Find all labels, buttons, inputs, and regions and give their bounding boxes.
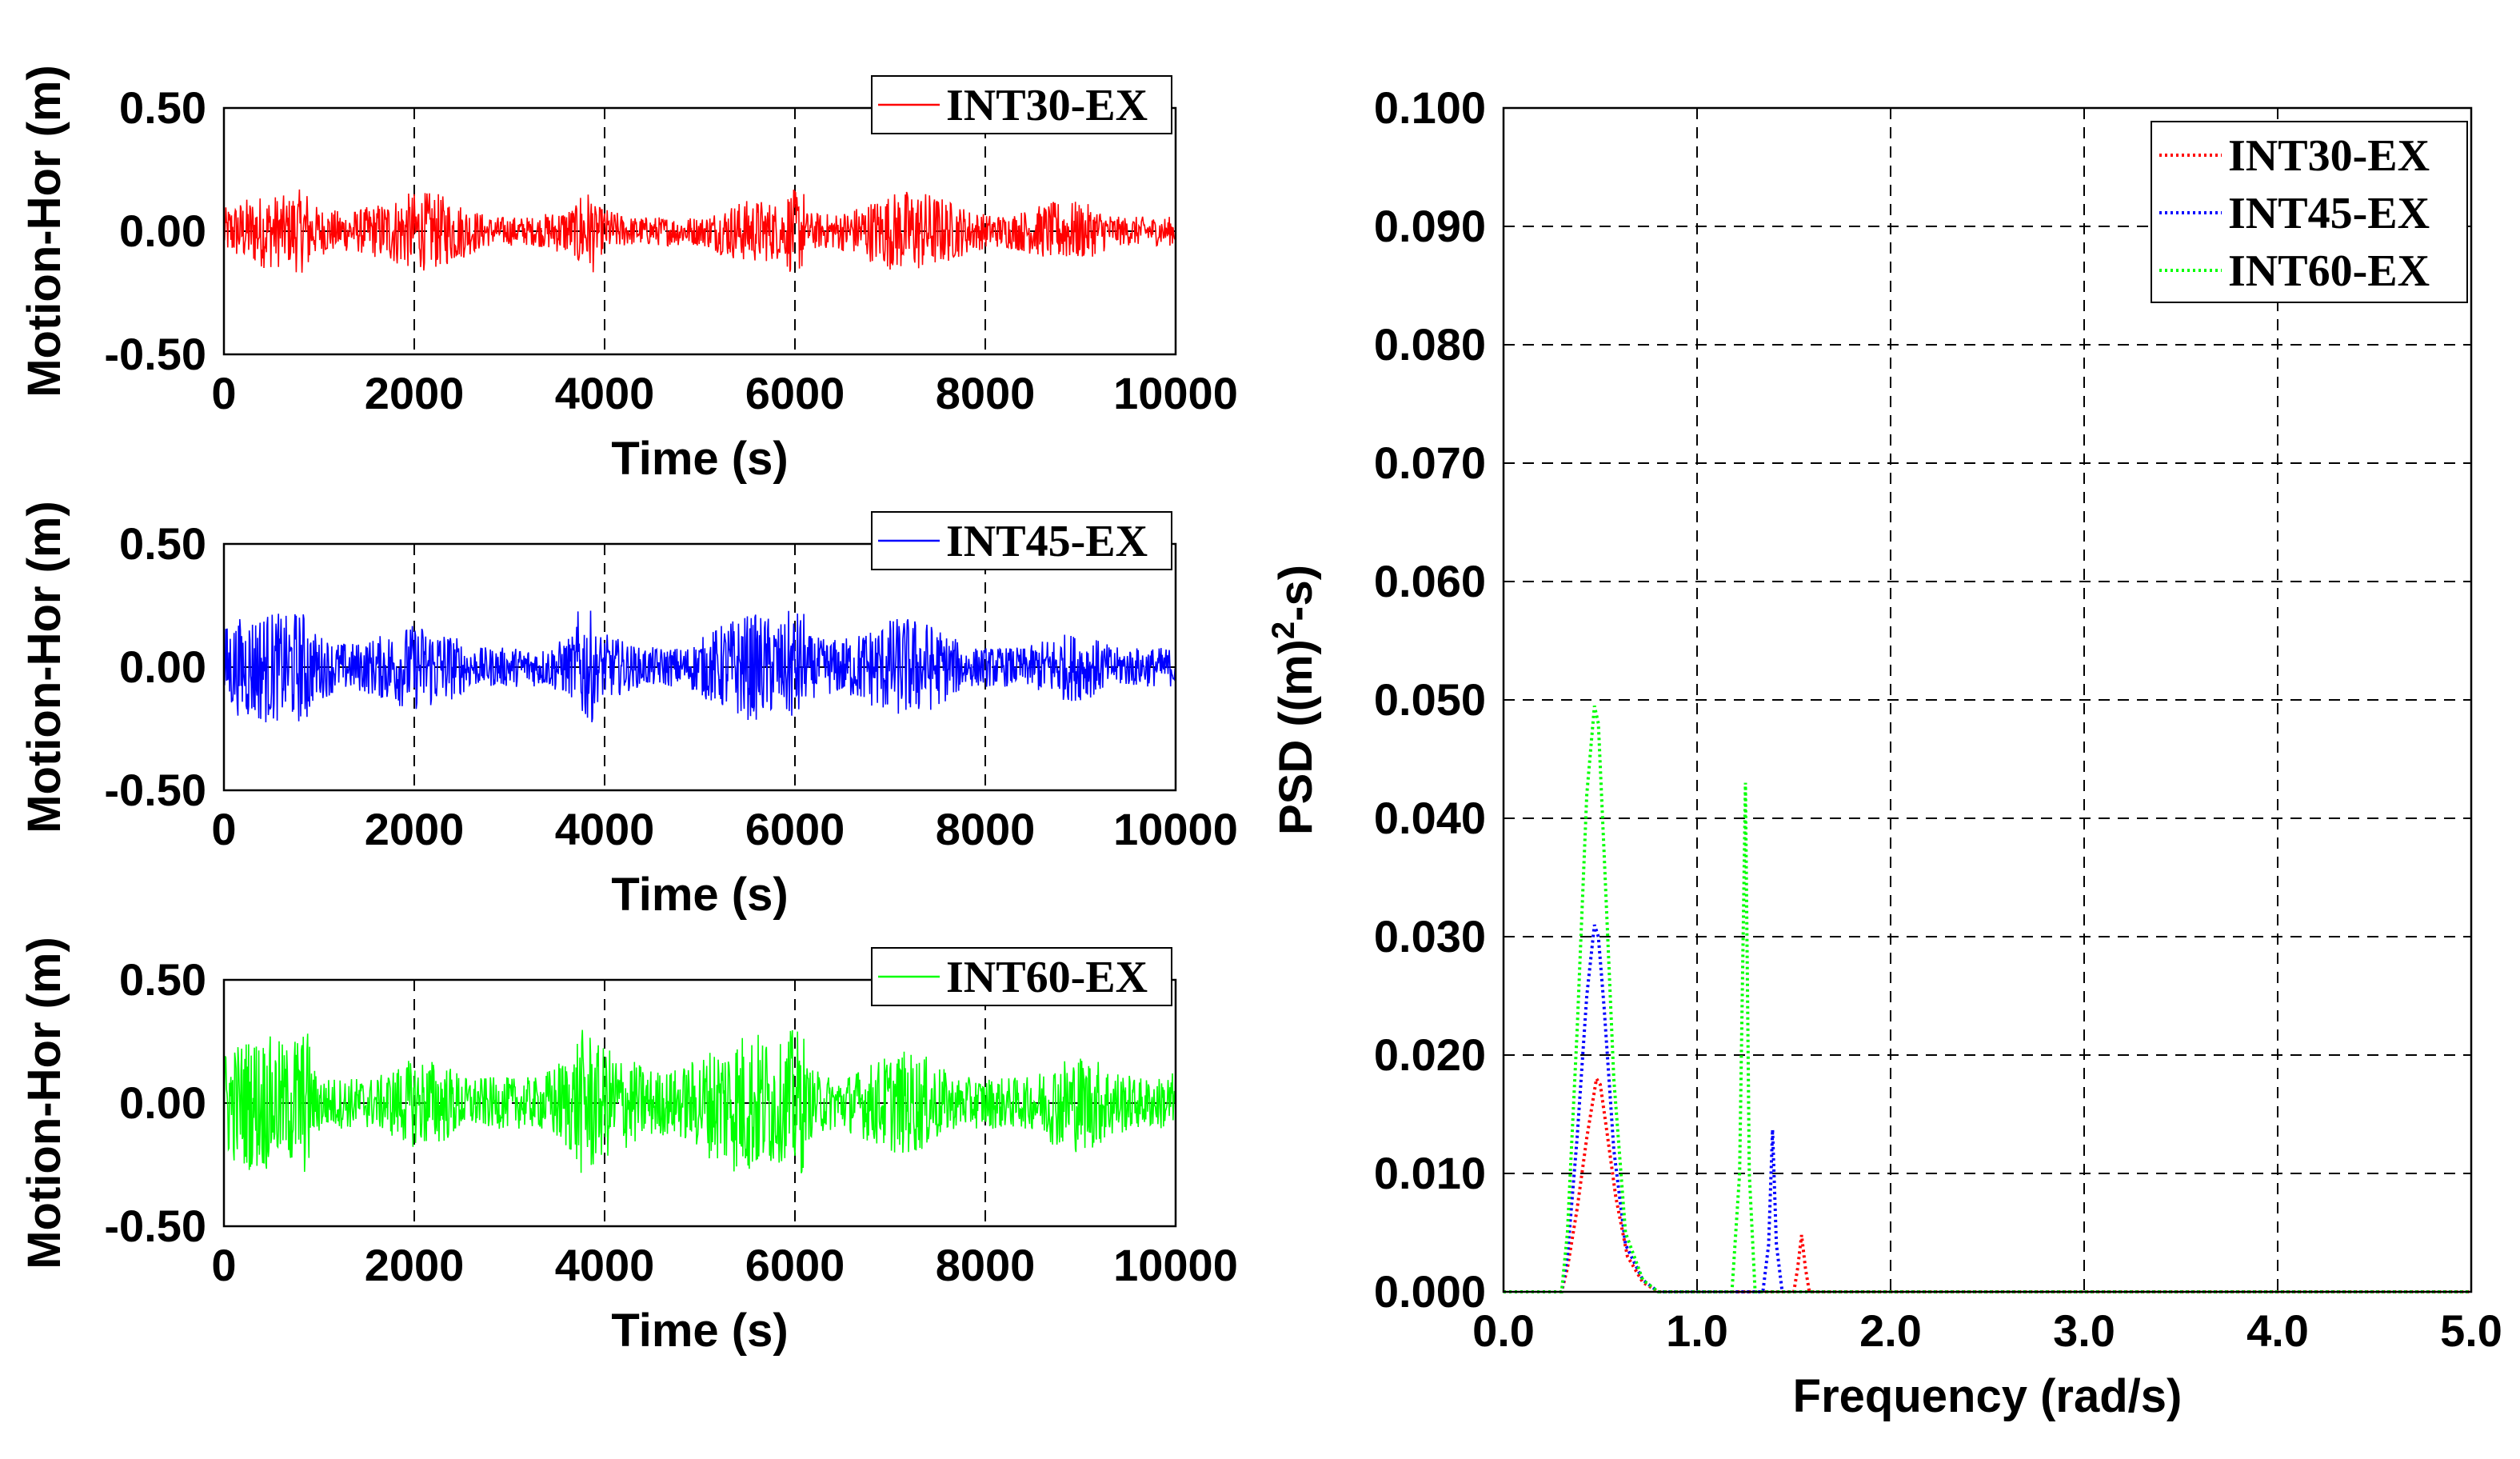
x-tick-label: 4.0 [2246,1305,2309,1356]
plot-frame [222,978,1177,1228]
series-line-int45-ex [223,610,1176,723]
x-tick-label: 0 [211,804,236,854]
legend-label: INT30-EX [2228,131,2430,181]
x-tick-label: 1.0 [1666,1305,1728,1356]
x-axis-label: Frequency (rad/s) [1793,1370,2183,1422]
y-tick-label: 0.070 [1374,438,1486,488]
plot-frame [222,106,1177,356]
y-tick-label: 0.000 [1374,1266,1486,1317]
x-axis-label: Time (s) [611,869,788,921]
legend-label: INT45-EX [946,517,1148,566]
x-tick-label: 2000 [365,804,465,854]
plot-frame [1502,106,2473,1293]
y-tick-label: 0.080 [1374,319,1486,370]
x-tick-label: 10000 [1113,1240,1238,1290]
chart-root: 0 2000 4000 6000 8000 10000-0.500.000.50Time … [18,65,2502,1422]
y-tick-label: -0.50 [104,1201,206,1251]
y-tick-label: 0.090 [1374,201,1486,251]
legend: INT30-EX INT45-EX INT60-EX [2151,121,2468,303]
x-tick-label: 10000 [1113,368,1238,418]
panel-ts3: 0 2000 4000 6000 8000 10000 -0.50 0.00 0.50 Time … [18,937,1238,1357]
y-tick-label: -0.50 [104,329,206,379]
x-tick-label: 8000 [936,368,1036,418]
y-axis-label: Motion-Hor (m) [18,501,70,833]
y-axis-label: Motion-Hor (m) [18,937,70,1269]
x-tick-label: 4000 [555,804,655,854]
legend: INT60-EX [871,947,1172,1006]
x-tick-label: 2000 [365,368,465,418]
x-tick-label: 0 [211,368,236,418]
x-axis-label: Time (s) [611,1305,788,1357]
psd-line-int60-ex [1504,705,2471,1293]
x-tick-label: 4000 [555,1240,655,1290]
y-tick-label: -0.50 [104,765,206,815]
y-tick-label: 0.020 [1374,1029,1486,1080]
y-tick-label: 0.50 [119,954,206,1005]
legend-box [2151,121,2468,303]
y-tick-label: 0.50 [119,518,206,569]
x-tick-label: 2.0 [1859,1305,1922,1356]
y-axis-label: PSD ((m)2-s) [1266,565,1322,835]
x-axis-label: Time (s) [611,433,788,485]
x-tick-label: 8000 [936,1240,1036,1290]
legend-label: INT30-EX [946,81,1148,130]
legend-label: INT60-EX [2228,246,2430,296]
psd-line-int45-ex [1504,924,2471,1293]
x-tick-label: 6000 [745,804,845,854]
y-axis-label-sup: 2 [1266,622,1301,639]
y-tick-label: 0.060 [1374,556,1486,606]
legend: INT30-EX [871,75,1172,134]
x-tick-label: 4000 [555,368,655,418]
series-line-int60-ex [223,1029,1176,1173]
y-tick-label: 0.050 [1374,674,1486,725]
psd-line-int30-ex [1504,1074,2471,1293]
series-line-int30-ex [223,189,1176,273]
x-tick-label: 0 [211,1240,236,1290]
x-tick-label: 3.0 [2053,1305,2115,1356]
y-axis-label-pre: PSD ((m) [1270,639,1322,835]
y-tick-label: 0.100 [1374,82,1486,133]
y-tick-label: 0.00 [119,206,206,256]
panel-psd: 0.0 1.0 2.0 3.0 4.0 5.0 0.000 0.010 0.020 0.030 0.… [1266,82,2502,1422]
legend-label: INT45-EX [2228,189,2430,238]
y-axis-label: Motion-Hor (m) [18,65,70,398]
panel-ts2: 0 2000 4000 6000 8000 10000 -0.50 0.00 0.50 Time … [18,501,1238,921]
x-tick-label: 0.0 [1472,1305,1535,1356]
y-axis-label-post: -s) [1270,565,1322,622]
y-tick-label: 0.010 [1374,1148,1486,1198]
legend-label: INT60-EX [946,953,1148,1002]
x-tick-label: 10000 [1113,804,1238,854]
x-tick-label: 6000 [745,1240,845,1290]
y-tick-label: 0.00 [119,642,206,692]
x-tick-label: 8000 [936,804,1036,854]
y-tick-label: 0.50 [119,82,206,133]
legend: INT45-EX [871,511,1172,570]
y-tick-label: 0.00 [119,1077,206,1128]
x-tick-label: 5.0 [2440,1305,2502,1356]
y-tick-label: 0.040 [1374,793,1486,843]
panel-ts1: 0 2000 4000 6000 8000 10000 -0.50 0.00 0.50 Time … [18,65,1238,485]
plot-frame [222,542,1177,792]
x-tick-label: 2000 [365,1240,465,1290]
y-tick-label: 0.030 [1374,911,1486,961]
x-tick-label: 6000 [745,368,845,418]
